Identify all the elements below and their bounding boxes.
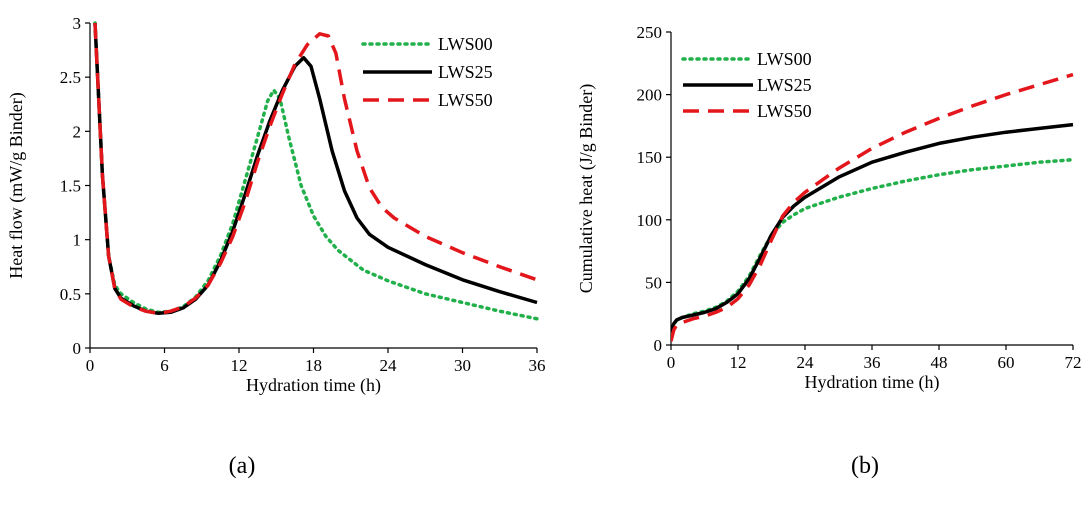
a-caption: (a)	[229, 453, 256, 479]
a-x-tick-label: 24	[380, 356, 398, 375]
b-legend-label-lws00: LWS00	[757, 49, 812, 69]
b-caption: (b)	[851, 453, 879, 479]
chart-b-cumulative-heat: 0 50 100 150 200 250 0 12 24 36 48 60 72 Hydration ti…	[576, 23, 1082, 479]
b-x-tick-label: 72	[1065, 353, 1082, 372]
a-y-tick-label: 2	[73, 122, 82, 141]
a-x-tick-label: 30	[454, 356, 471, 375]
a-series-line-lws00	[93, 21, 539, 321]
a-y-tick-label: 3	[73, 14, 82, 33]
a-legend-label-lws50: LWS50	[438, 90, 493, 110]
b-x-tick-label: 0	[667, 353, 676, 372]
a-legend-label-lws25: LWS25	[438, 62, 493, 82]
b-x-tick-label: 60	[998, 353, 1015, 372]
a-x-tick-label: 0	[86, 356, 95, 375]
b-series-line-lws50	[671, 72, 1074, 342]
b-y-tick-label: 50	[645, 273, 662, 292]
b-y-tick-label: 250	[637, 23, 663, 42]
a-x-tick-label: 6	[160, 356, 169, 375]
b-x-tick-label: 12	[730, 353, 747, 372]
a-y-tick-label: 1	[73, 231, 82, 250]
a-y-tick-label: 2.5	[60, 68, 81, 87]
a-legend-label-lws00: LWS00	[438, 34, 493, 54]
a-y-axis-title: Heat flow (mW/g Binder)	[6, 92, 27, 278]
b-legend-label-lws25: LWS25	[757, 75, 812, 95]
b-y-tick-label: 100	[637, 211, 663, 230]
a-x-tick-label: 18	[305, 356, 322, 375]
b-series-line-lws00	[671, 157, 1075, 337]
b-y-tick-label: 0	[654, 336, 663, 355]
a-x-tick-label: 36	[529, 356, 546, 375]
a-y-tick-label: 0.5	[60, 285, 81, 304]
b-series-line-lws25	[671, 122, 1074, 334]
a-x-axis-title: Hydration time (h)	[246, 375, 381, 396]
a-x-tick-label: 12	[231, 356, 248, 375]
b-legend-label-lws50: LWS50	[757, 101, 812, 121]
a-y-tick-label: 1.5	[60, 177, 81, 196]
b-y-tick-label: 200	[637, 86, 663, 105]
a-series-line-lws50	[93, 22, 538, 316]
b-y-tick-label: 150	[637, 148, 663, 167]
b-x-tick-label: 48	[931, 353, 948, 372]
b-x-tick-label: 36	[864, 353, 881, 372]
b-y-axis-title: Cumulative heat (J/g Binder)	[576, 84, 597, 293]
a-y-tick-label: 0	[73, 339, 82, 358]
b-x-tick-label: 24	[797, 353, 815, 372]
b-x-axis-title: Hydration time (h)	[805, 372, 940, 393]
